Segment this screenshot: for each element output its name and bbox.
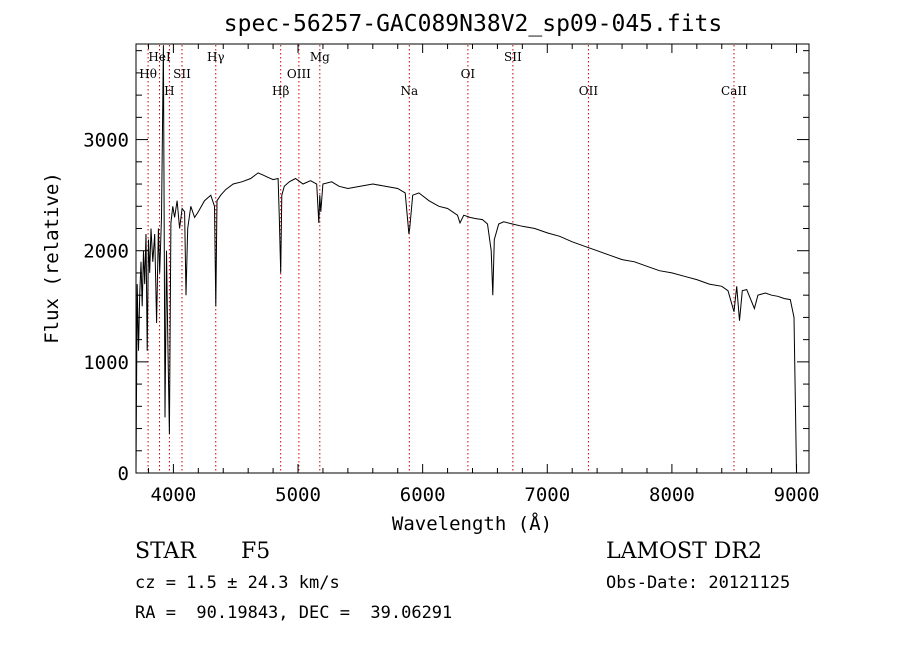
- line-marker-label: OII: [579, 84, 599, 98]
- y-axis: 0 1000 2000 3000: [83, 50, 809, 485]
- subclass: F5: [241, 539, 271, 564]
- survey-name: LAMOST DR2: [606, 539, 762, 564]
- line-labels: Hθ HeI H SII Hγ Hβ OIII Mg Na OI SII OII CaII: [139, 50, 747, 98]
- line-marker-label: HeI: [148, 50, 171, 64]
- line-marker-label: OIII: [287, 67, 311, 81]
- obs-date: Obs-Date: 20121125: [606, 573, 791, 593]
- x-tick-label: 9000: [774, 484, 820, 506]
- chart-title: spec-56257-GAC089N38V2_sp09-045.fits: [224, 11, 723, 37]
- line-marker-label: SII: [173, 67, 191, 81]
- line-marker-label: Hβ: [272, 84, 289, 98]
- x-tick-label: 7000: [524, 484, 570, 506]
- spectrum-line: [135, 45, 797, 474]
- line-marker-label: H: [164, 84, 174, 98]
- line-marker-label: CaII: [721, 84, 747, 98]
- coordinates: RA = 90.19843, DEC = 39.06291: [135, 603, 453, 623]
- x-tick-label: 5000: [275, 484, 321, 506]
- line-markers: [147, 45, 735, 472]
- line-marker-label: SII: [504, 50, 522, 64]
- object-class: STAR: [135, 539, 196, 564]
- line-marker-label: Na: [400, 84, 418, 98]
- y-tick-label: 3000: [83, 130, 129, 152]
- y-tick-label: 0: [118, 463, 129, 485]
- x-axis-label: Wavelength (Å): [392, 512, 552, 535]
- x-tick-label: 4000: [151, 484, 197, 506]
- x-axis: 4000 5000 6000 7000 8000 9000: [147, 44, 820, 506]
- line-marker-label: OI: [461, 67, 476, 81]
- y-tick-label: 2000: [83, 241, 129, 263]
- line-marker-label: Hγ: [207, 50, 225, 64]
- plot-frame: [135, 43, 810, 474]
- y-tick-label: 1000: [83, 352, 129, 374]
- x-tick-label: 6000: [400, 484, 446, 506]
- line-marker-label: Mg: [310, 50, 330, 64]
- x-tick-label: 8000: [649, 484, 695, 506]
- redshift-readout: cz = 1.5 ± 24.3 km/s: [135, 573, 340, 593]
- y-axis-label: Flux (relative): [41, 172, 63, 344]
- line-marker-label: Hθ: [139, 67, 157, 81]
